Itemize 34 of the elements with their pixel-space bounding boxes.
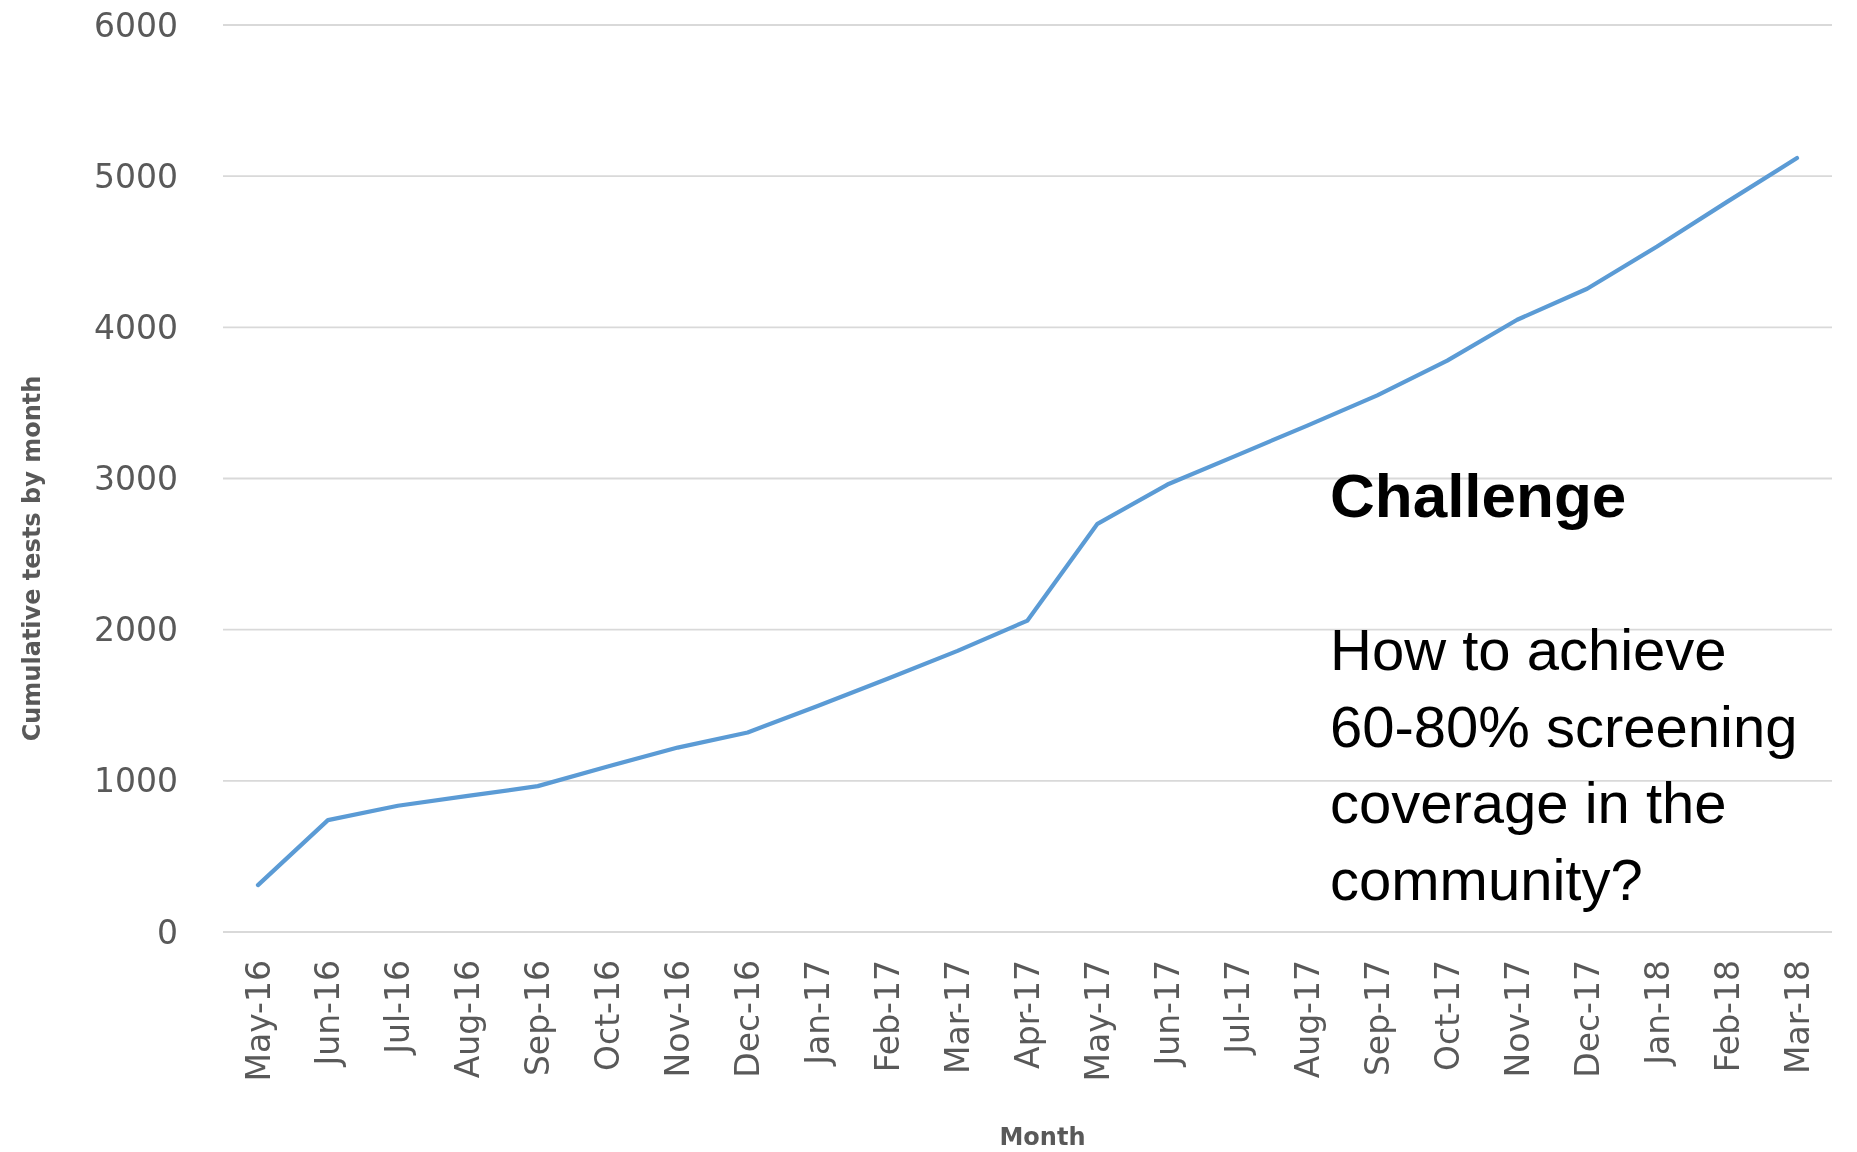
x-tick-label: Oct-17 [1427,960,1467,1071]
x-tick-label: Jan-17 [798,960,838,1067]
y-tick-label: 2000 [94,610,178,650]
x-tick-label: Nov-17 [1497,960,1537,1078]
x-tick-label: Jan-18 [1637,960,1677,1067]
x-tick-label: Aug-17 [1287,960,1327,1079]
x-tick-label: Mar-18 [1777,960,1817,1075]
y-tick-label: 6000 [94,5,178,45]
y-tick-label: 0 [157,912,178,952]
x-tick-label: Dec-16 [728,960,768,1078]
x-tick-label: Jul-16 [378,960,418,1056]
x-tick-label: Nov-16 [658,960,698,1078]
x-axis-title: Month [999,1123,1086,1151]
y-tick-label: 5000 [94,156,178,196]
y-tick-label: 3000 [94,459,178,499]
x-tick-label: Dec-17 [1567,960,1607,1078]
x-tick-label: Jun-17 [1147,960,1187,1068]
x-tick-label: Aug-16 [448,960,488,1079]
annotation: How to achieve 60-80% screening coverage in the community? [1330,617,1798,912]
y-tick-label: 4000 [94,307,178,347]
x-tick-label: Oct-16 [588,960,628,1071]
x-tick-label: Feb-17 [868,960,908,1073]
x-tick-label: Sep-17 [1357,960,1397,1077]
x-tick-label: Mar-17 [938,960,978,1075]
x-tick-label: Feb-18 [1707,960,1747,1073]
y-axis-title: Cumulative tests by month [18,375,46,742]
annotation: Challenge [1330,461,1627,530]
y-tick-label: 1000 [94,761,178,801]
x-tick-label: Apr-17 [1008,960,1048,1069]
x-tick-label: May-16 [238,960,278,1082]
x-tick-label: May-17 [1078,960,1118,1082]
x-tick-label: Jul-17 [1217,960,1257,1056]
x-tick-label: Jun-16 [308,960,348,1068]
x-tick-label: Sep-16 [518,960,558,1077]
